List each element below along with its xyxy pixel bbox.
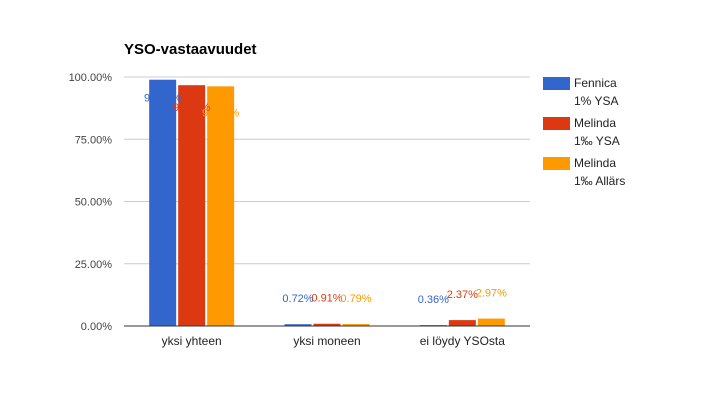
y-tick-label: 50.00% [75, 197, 113, 209]
bar [284, 324, 312, 326]
y-tick-label: 100.00% [69, 72, 113, 84]
bar [178, 85, 206, 326]
bar [477, 318, 505, 326]
legend-label: 1‰ YSA [574, 134, 620, 148]
legend-swatch [543, 157, 570, 170]
data-label: 96.24% [202, 107, 240, 119]
legend-label: Fennica [574, 76, 617, 90]
data-label: 2.37% [447, 289, 478, 301]
data-labels: 98.91%96.71%96.24%0.72%0.91%0.79% 0.36%2.… [144, 93, 507, 306]
x-tick-label: yksi yhteen [162, 334, 222, 348]
bar [313, 323, 341, 326]
chart-title: YSO-vastaavuudet [124, 41, 257, 58]
data-label: 2.97% [476, 288, 507, 300]
legend-label: 1% YSA [574, 94, 618, 108]
legend: Fennica 1% YSA Melinda 1‰ YSA Melinda 1‰ Allä… [543, 76, 625, 188]
x-tick-label: ei löydy YSOsta [420, 334, 505, 348]
bars [149, 79, 505, 326]
y-tick-label: 75.00% [75, 134, 113, 146]
legend-label: 1‰ Allärs [574, 174, 625, 188]
legend-swatch [543, 117, 570, 130]
bar [342, 324, 370, 326]
legend-label: Melinda [574, 156, 616, 170]
data-label: 0.91% [311, 293, 342, 305]
legend-label: Melinda [574, 116, 616, 130]
data-label: 0.36% [418, 294, 449, 306]
bar [149, 79, 177, 326]
data-label: 0.79% [340, 293, 371, 305]
bar [448, 320, 476, 326]
data-label: 96.71% [173, 102, 211, 114]
y-tick-label: 25.00% [75, 259, 113, 271]
y-axis: 0.00% 25.00% 50.00% 75.00% 100.00% [69, 72, 113, 333]
bar [207, 86, 235, 326]
x-axis: yksi yhteen yksi moneen ei löydy YSOsta [124, 325, 530, 348]
legend-swatch [543, 77, 570, 90]
y-tick-label: 0.00% [81, 321, 112, 333]
data-label: 0.72% [282, 293, 313, 305]
x-tick-label: yksi moneen [293, 334, 360, 348]
data-label: 98.91% [144, 93, 182, 105]
